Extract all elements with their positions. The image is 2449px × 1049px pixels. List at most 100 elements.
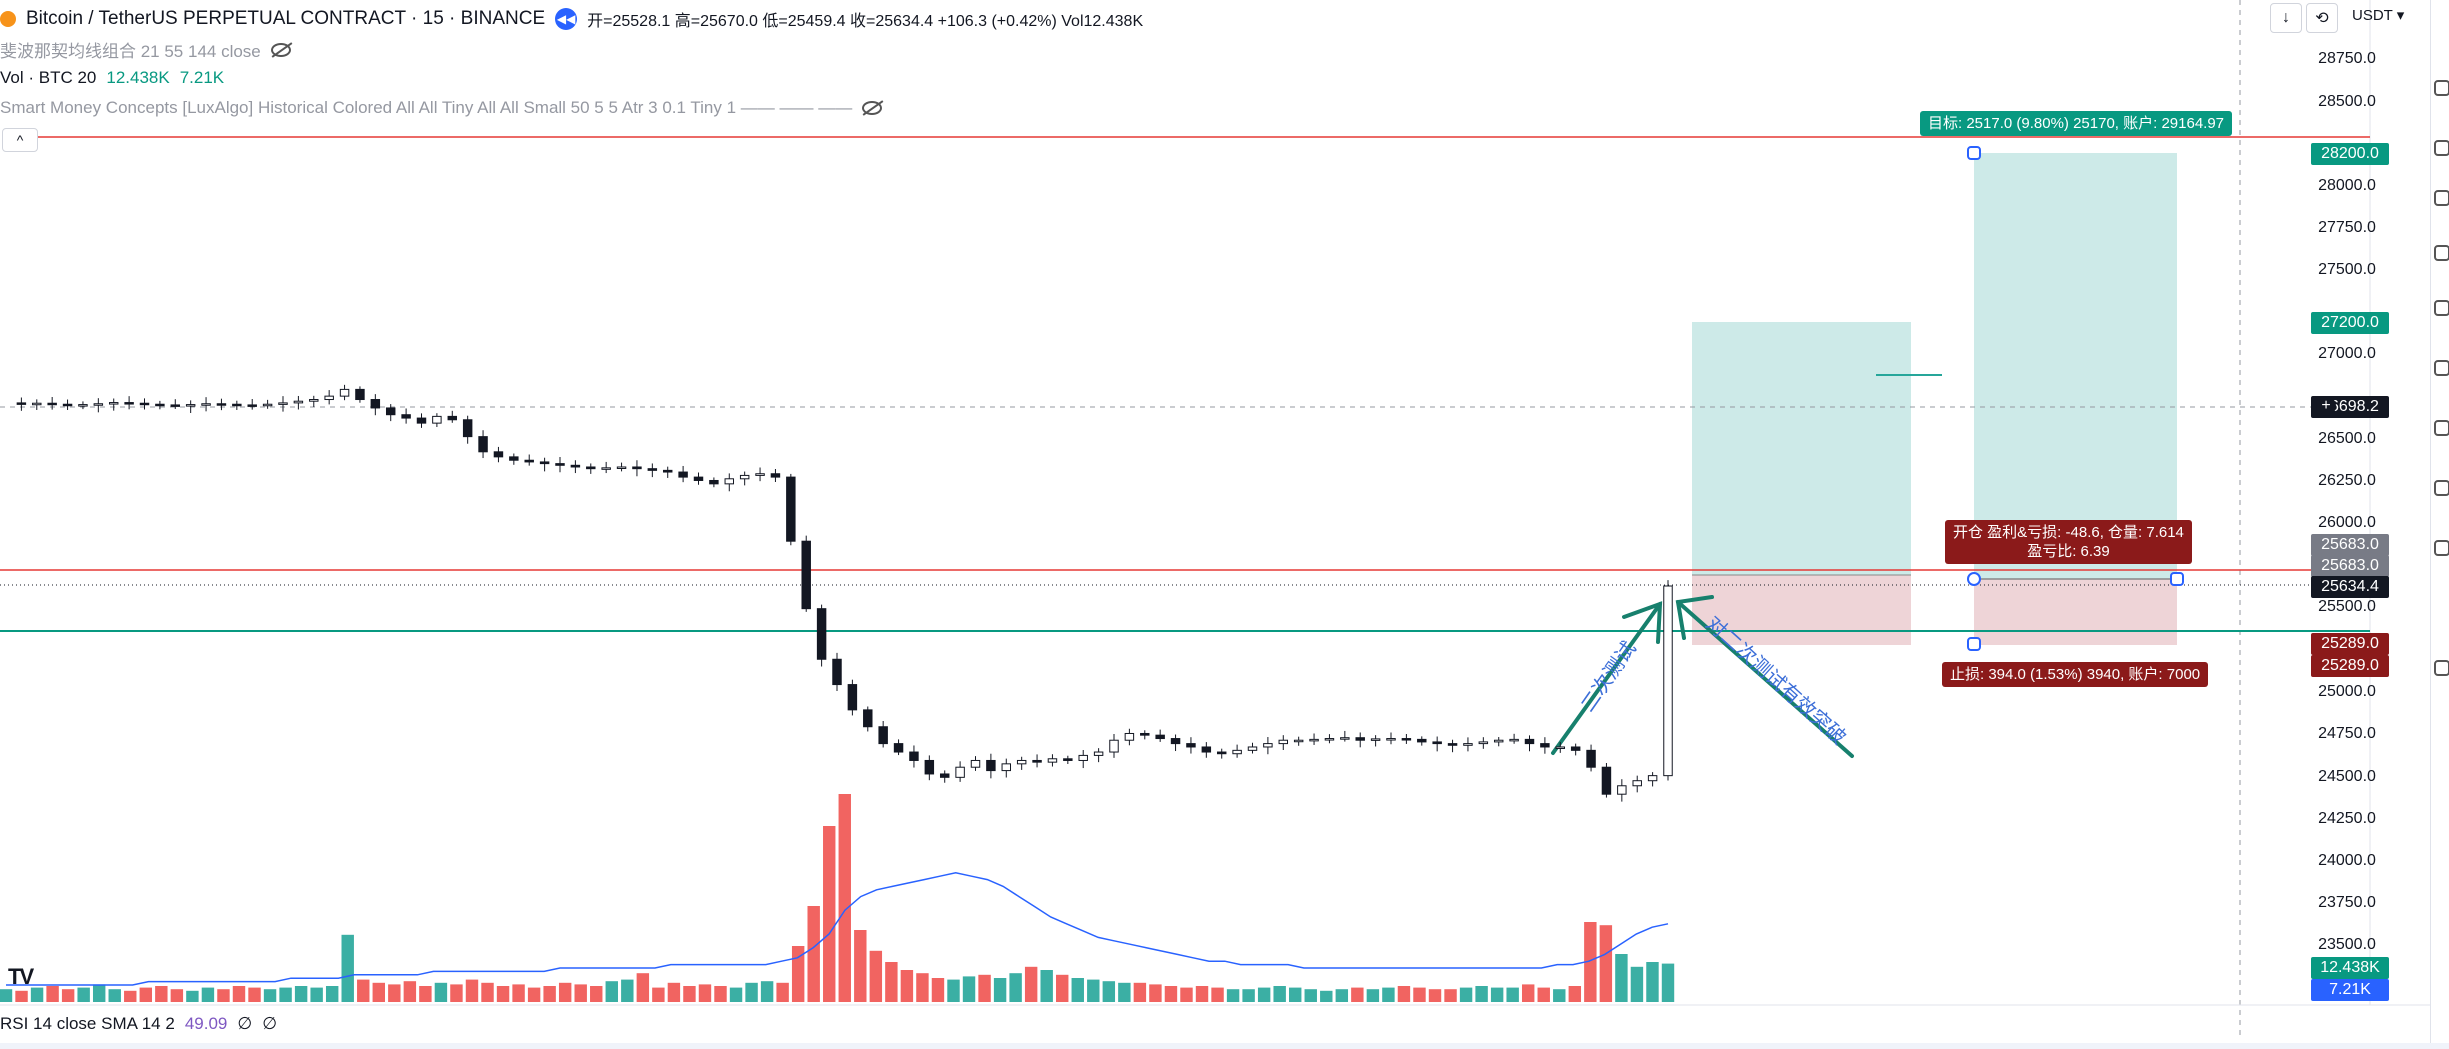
volume-bar (885, 962, 898, 1002)
candle-body (1432, 741, 1442, 745)
volume-bar (683, 986, 696, 1002)
candle-body (1093, 751, 1104, 756)
indicator1-legend[interactable]: 斐波那契均线组合 21 55 144 close (0, 37, 291, 62)
candle-body (1109, 739, 1119, 753)
volume-legend[interactable]: Vol · BTC 20 12.438K 7.21K (0, 68, 224, 88)
stop-loss-label[interactable]: 止损: 394.0 (1.53%) 3940, 账户: 7000 (1942, 662, 2209, 687)
candle-body (262, 403, 273, 407)
candle-body (693, 476, 704, 481)
symbol-title[interactable]: Bitcoin / TetherUS PERPETUAL CONTRACT · … (26, 8, 546, 29)
volume-bar (341, 934, 354, 1002)
crosshair-plus-icon[interactable]: + (2316, 396, 2336, 416)
volume-bar (419, 986, 432, 1002)
handle-stop[interactable] (1967, 637, 1981, 651)
candle-body (32, 402, 42, 406)
candle-body (124, 402, 134, 405)
volume-bar (1180, 987, 1193, 1002)
candle-body (1032, 759, 1042, 763)
candle-body (816, 608, 827, 660)
volume-bar (931, 978, 945, 1002)
candle-body (893, 743, 904, 753)
candle-body (370, 399, 381, 409)
data-window-icon[interactable] (2434, 190, 2449, 206)
candle-body (201, 403, 211, 406)
candle-body (1340, 737, 1350, 740)
candle-body (616, 466, 627, 469)
volume-bar (823, 826, 836, 1002)
volume-bar (1459, 987, 1473, 1002)
symbol-legend: Bitcoin / TetherUS PERPETUAL CONTRACT · … (0, 7, 1143, 31)
chevron-down-icon: ▾ (2396, 7, 2405, 24)
candle-body (493, 451, 504, 458)
price-axis-label: 24500.0 (2318, 768, 2376, 785)
volume-bar (325, 986, 339, 1002)
candle-body (1417, 738, 1427, 743)
horizontal-scrollbar[interactable] (0, 1043, 2449, 1049)
arrow-breakout[interactable] (1675, 595, 1854, 758)
broadcast-icon[interactable] (2434, 540, 2449, 556)
signal-icon[interactable] (2434, 480, 2449, 496)
handle-entry-right[interactable] (2170, 572, 2184, 586)
volume-bar (186, 990, 199, 1002)
ideas-icon[interactable] (2434, 360, 2449, 376)
target-zone-1[interactable] (1692, 322, 1911, 575)
stop-zone-2[interactable] (1974, 579, 2177, 645)
volume-bar (1475, 986, 1488, 1002)
calendar-icon[interactable] (2434, 300, 2449, 316)
price-axis-label: 24250.0 (2318, 810, 2376, 827)
volume-bar (1195, 986, 1209, 1002)
volume-bar (310, 987, 323, 1002)
help-icon[interactable] (2434, 660, 2449, 676)
rsi-legend[interactable]: RSI 14 close SMA 14 2 49.09 ∅ ∅ (0, 1014, 277, 1034)
candle-body (216, 403, 227, 406)
candle-body (1663, 585, 1673, 777)
hotlist-icon[interactable] (2434, 245, 2449, 261)
watchlist-icon[interactable] (2434, 80, 2449, 96)
volume-bar (201, 987, 215, 1002)
volume-bar (1289, 987, 1302, 1002)
candle-body (339, 388, 350, 397)
replay-icon[interactable]: ◀◀ (555, 8, 578, 30)
collapse-legend-button[interactable]: ^ (2, 128, 38, 152)
volume-bar (1382, 987, 1395, 1002)
target-zone-2[interactable] (1974, 153, 2177, 579)
hidden-eye-icon[interactable] (862, 101, 883, 115)
volume-bar (1257, 987, 1271, 1002)
alert-icon[interactable] (2434, 140, 2449, 156)
price-axis-label: 28750.0 (2318, 50, 2376, 67)
price-axis-label: 27750.0 (2318, 219, 2376, 236)
volume-bar (807, 906, 820, 1002)
volume-bar (0, 989, 13, 1002)
tradingview-logo[interactable]: TV (8, 964, 34, 989)
handle-entry-left[interactable] (1967, 572, 1981, 586)
indicator1-label: 斐波那契均线组合 21 55 144 close (0, 42, 261, 61)
candle-body (1540, 743, 1550, 748)
candle-body (139, 402, 150, 406)
tag-vol2: 7.21K (2311, 979, 2389, 1001)
target-label[interactable]: 目标: 2517.0 (9.80%) 25170, 账户: 29164.97 (1920, 111, 2233, 136)
volume-bar (1568, 986, 1582, 1002)
open-position-label[interactable]: 开仓 盈利&亏损: -48.6, 仓量: 7.614 盈亏比: 6.39 (1945, 520, 2192, 564)
tag-target: 28200.0 (2311, 143, 2389, 165)
candle-body (801, 540, 811, 610)
candle-body (1493, 739, 1504, 743)
price-axis-label: 26000.0 (2318, 514, 2376, 531)
arrow-second-test[interactable] (1551, 601, 1663, 755)
stop-zone-1[interactable] (1692, 575, 1911, 645)
hidden-eye-icon[interactable] (270, 42, 291, 57)
currency-select[interactable]: USDT ▾ (2352, 6, 2404, 24)
indicator2-legend[interactable]: Smart Money Concepts [LuxAlgo] Historica… (0, 98, 883, 118)
price-axis-label: 24750.0 (2318, 725, 2376, 742)
candle-series (16, 384, 1673, 802)
chat-icon[interactable] (2434, 420, 2449, 436)
refresh-button[interactable]: ⟲ (2306, 3, 2338, 33)
scroll-down-button[interactable]: ↓ (2270, 3, 2302, 33)
volume-bar (1490, 987, 1504, 1002)
volume-bar (1444, 989, 1457, 1002)
candle-body (1155, 734, 1165, 740)
candle-body (1632, 780, 1642, 787)
volume-bar (729, 987, 743, 1002)
volume-bar (263, 989, 277, 1002)
handle-target[interactable] (1967, 146, 1981, 160)
